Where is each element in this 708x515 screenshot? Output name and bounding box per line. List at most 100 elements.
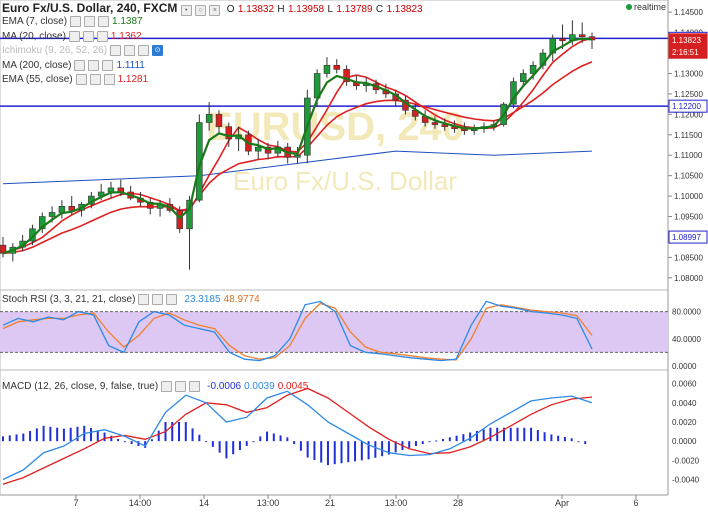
macd-hist-bar — [69, 427, 72, 442]
settings-icon[interactable] — [110, 45, 122, 56]
candle-body[interactable] — [39, 216, 46, 230]
close-icon[interactable] — [138, 45, 150, 56]
macd-hist-bar — [543, 432, 546, 442]
settings-icon[interactable] — [75, 74, 87, 85]
settings-icon[interactable]: • — [180, 5, 192, 16]
candle-body[interactable] — [294, 154, 301, 158]
macd-hist-bar — [218, 441, 221, 453]
close-icon[interactable] — [102, 60, 114, 71]
macd-hist-bar — [516, 427, 519, 442]
candle-body[interactable] — [431, 122, 439, 125]
settings-icon[interactable] — [70, 16, 82, 27]
indicator-ma20[interactable]: MA (20, close) 1.1362 — [2, 31, 142, 42]
settings-icon[interactable] — [68, 31, 80, 42]
hidden-eye-icon[interactable]: ⊙ — [152, 45, 164, 56]
macd-hist-bar — [313, 441, 316, 461]
candle-body[interactable] — [58, 206, 66, 213]
price-tick-label: 1.14500 — [674, 8, 703, 17]
macd-tick-label: -0.0020 — [672, 456, 700, 465]
price-tick-label: 1.11500 — [674, 131, 703, 140]
visibility-icon[interactable] — [89, 74, 101, 85]
symbol-title: Euro Fx/U.S. Dollar, 240, FXCM — [2, 1, 178, 15]
macd-hist-bar — [448, 437, 451, 442]
macd-hist-bar — [381, 441, 384, 457]
candle-body[interactable] — [520, 73, 527, 82]
settings-icon[interactable] — [138, 294, 150, 305]
macd-hist-bar — [475, 430, 478, 442]
macd-legend[interactable]: MACD (12, 26, close, 9, false, true) -0.… — [2, 381, 308, 392]
candle-body[interactable] — [186, 199, 193, 230]
price-tick-label: 1.08500 — [674, 253, 703, 262]
indicator-ma200[interactable]: MA (200, close) 1.1111 — [2, 60, 145, 71]
macd-hist-bar — [171, 422, 174, 442]
visibility-icon[interactable] — [84, 16, 96, 27]
close-icon[interactable] — [189, 381, 201, 392]
close-icon[interactable] — [96, 31, 108, 42]
visibility-icon[interactable] — [152, 294, 164, 305]
indicator-ema55[interactable]: EMA (55, close) 1.1281 — [2, 74, 148, 85]
macd-hist-bar — [489, 427, 492, 442]
macd-hist-bar — [90, 428, 93, 442]
macd-hist-bar — [211, 441, 214, 447]
ohlc-high: 1.13958 — [287, 4, 325, 15]
indicator-ichimoku[interactable]: Ichimoku (9, 26, 52, 26) ⊙ — [2, 45, 164, 56]
macd-hist-bar — [150, 439, 153, 442]
macd-hist-bar — [245, 441, 248, 446]
candle-body[interactable] — [196, 122, 203, 201]
close-icon[interactable] — [98, 16, 110, 27]
stoch-k-line — [2, 300, 593, 362]
candle-body[interactable] — [48, 212, 56, 217]
macd-tick-label: 0.0040 — [672, 399, 697, 408]
macd-hist-bar — [563, 437, 566, 442]
candle-body[interactable] — [68, 206, 75, 211]
time-tick-label: Apr — [555, 498, 569, 508]
macd-hist-bar — [191, 428, 194, 442]
macd-hist-bar — [293, 441, 296, 445]
visibility-icon[interactable] — [124, 45, 136, 56]
macd-hist-bar — [557, 435, 560, 442]
time-tick-label: 14 — [199, 498, 209, 508]
candle-body[interactable] — [510, 81, 517, 105]
candle-body[interactable] — [343, 69, 350, 82]
macd-hist-bar — [123, 441, 126, 443]
settings-icon[interactable] — [74, 60, 86, 71]
candle-body[interactable] — [147, 201, 154, 209]
macd-hist-bar — [462, 434, 465, 442]
stoch-legend[interactable]: Stoch RSI (3, 3, 21, 21, close) 23.3185 … — [2, 294, 260, 305]
macd-hist-bar — [35, 428, 38, 442]
macd-line — [2, 390, 593, 481]
ohlc-high-label: H — [277, 4, 285, 15]
macd-hist-bar — [232, 441, 235, 455]
visibility-icon[interactable] — [88, 60, 100, 71]
macd-hist-bar — [387, 441, 390, 455]
indicator-ma20-label: MA (20, close) — [2, 31, 66, 42]
price-tag — [668, 230, 708, 244]
settings-icon[interactable] — [161, 381, 173, 392]
macd-hist-bar — [259, 436, 262, 442]
close-icon[interactable] — [103, 74, 115, 85]
macd-hist-bar — [570, 438, 573, 442]
candle-body[interactable] — [225, 126, 233, 140]
indicator-ema7[interactable]: EMA (7, close) 1.1387 — [2, 16, 143, 27]
macd-signal-value: 0.0045 — [277, 381, 309, 392]
candle-body[interactable] — [333, 65, 341, 70]
candle-body[interactable] — [0, 244, 7, 254]
macd-hist-bar — [530, 427, 533, 442]
candle-body[interactable] — [176, 210, 183, 230]
close-icon[interactable]: × — [209, 5, 221, 16]
realtime-label: realtime — [634, 2, 667, 12]
candle-body[interactable] — [578, 34, 586, 37]
visibility-icon[interactable]: ○ — [195, 5, 207, 16]
candle-body[interactable] — [205, 114, 213, 123]
visibility-icon[interactable] — [82, 31, 94, 42]
indicator-ema55-label: EMA (55, close) — [2, 74, 73, 85]
candle-body[interactable] — [215, 114, 223, 127]
close-icon[interactable] — [166, 294, 178, 305]
candle-body[interactable] — [254, 146, 262, 152]
candle-body[interactable] — [529, 65, 537, 74]
candle-body[interactable] — [559, 38, 566, 42]
visibility-icon[interactable] — [175, 381, 187, 392]
ohlc-low: 1.13789 — [336, 4, 373, 15]
candle-body[interactable] — [323, 65, 331, 74]
